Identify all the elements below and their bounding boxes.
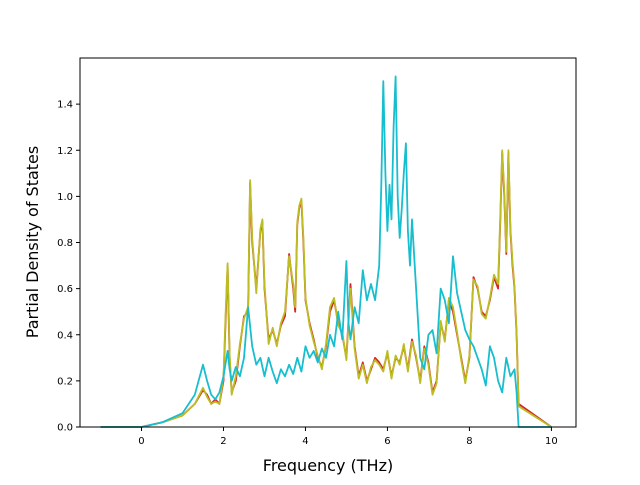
plot-frame — [79, 57, 577, 428]
y-tick-label: 1.4 — [57, 100, 73, 111]
y-axis-label: Partial Density of States — [23, 146, 42, 338]
y-tick-label: 0.4 — [57, 330, 73, 341]
x-tick-label: 10 — [545, 436, 558, 447]
x-tick-label: 2 — [220, 436, 226, 447]
x-tick-label: 8 — [466, 436, 472, 447]
pdos-series-line-3 — [100, 75, 552, 428]
y-tick-label: 1.0 — [57, 192, 73, 203]
pdos-series-line-1 — [100, 151, 552, 428]
x-axis-label: Frequency (THz) — [263, 456, 393, 475]
series-layer — [100, 75, 552, 428]
pdos-series-line-2 — [100, 149, 552, 428]
y-tick-label: 0.2 — [57, 376, 73, 387]
y-tick-label: 0.0 — [57, 423, 73, 434]
x-tick-label: 6 — [384, 436, 390, 447]
y-tick-label: 1.2 — [57, 146, 73, 157]
x-tick-label: 4 — [302, 436, 308, 447]
axes-layer: 0 2 4 6 8 10 0.0 0.2 0.4 0.6 0.8 1.0 1.2 1.4 — [57, 57, 577, 447]
y-tick-label: 0.8 — [57, 238, 73, 249]
y-tick-label: 0.6 — [57, 284, 73, 295]
x-tick-label: 0 — [138, 436, 144, 447]
